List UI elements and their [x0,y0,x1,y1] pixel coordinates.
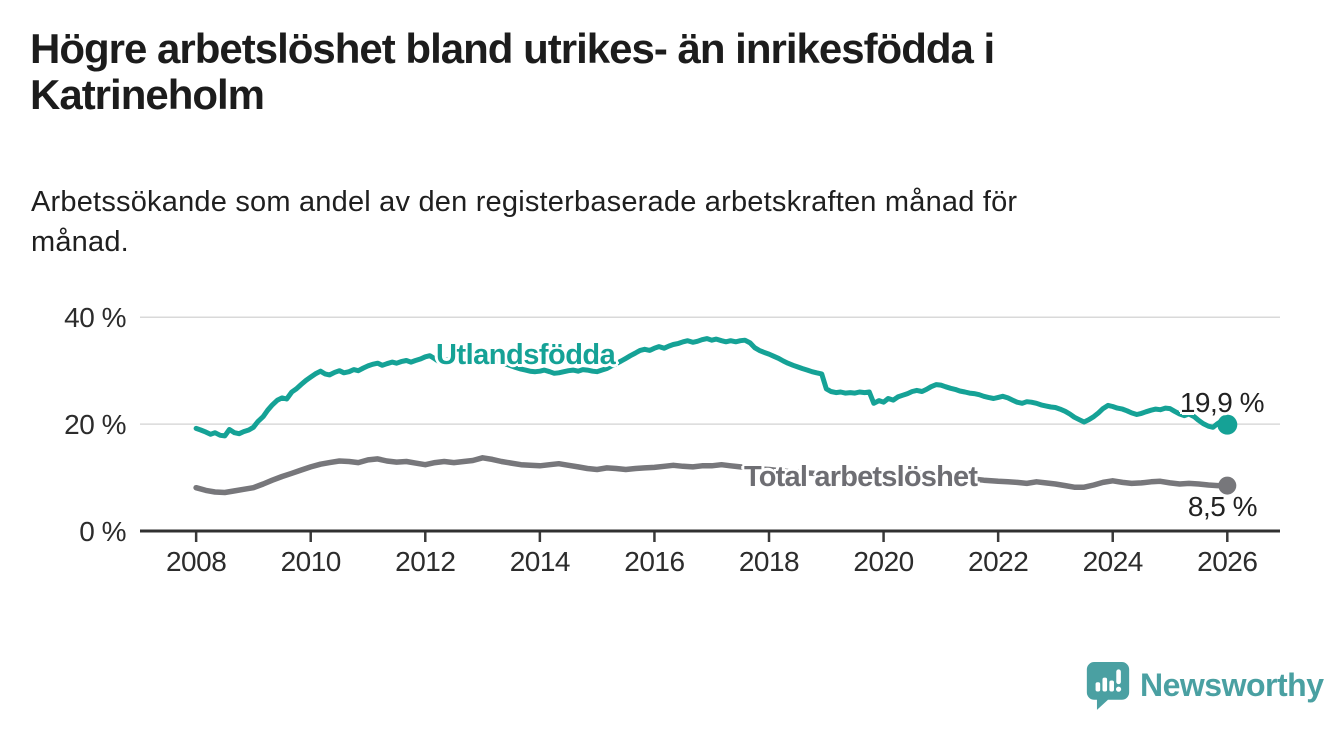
series-end-dot-0 [1217,414,1238,435]
series-label-total-arbetsloshet: Total arbetslöshet [744,461,978,493]
x-tick-label: 2026 [1197,546,1257,577]
chart-subtitle: Arbetssökande som andel av den registerb… [31,186,1018,258]
speech-bubble-shape [1086,661,1130,710]
series-end-dot-1 [1218,476,1237,495]
x-tick-label: 2016 [624,546,684,577]
exclamation-bar [1116,668,1121,684]
bar-tall [1102,677,1108,691]
x-tick-label: 2010 [281,546,341,577]
series-label-utlandsfodda: Utlandsfödda [436,339,616,371]
series-line-0 [193,336,1230,439]
end-value-total-arbetsloshet: 8,5 % [1187,491,1258,522]
newsworthy-wordmark: Newsworthy [1140,667,1324,703]
newsworthy-icon [1086,661,1130,710]
y-tick-label: 0 % [79,516,126,547]
x-tick-label: 2022 [968,546,1028,577]
x-tick-label: 2018 [739,546,799,577]
newsworthy-logo[interactable]: Newsworthy [1085,658,1324,712]
x-tick-label: 2014 [510,546,570,577]
bar-medium [1109,679,1114,691]
y-tick-label: 40 % [64,302,126,333]
exclamation-dot [1116,686,1122,692]
y-tick-label: 20 % [64,409,126,440]
x-tick-label: 2024 [1083,546,1143,577]
end-value-utlandsfodda: 19,9 % [1179,387,1265,418]
x-tick-label: 2012 [395,546,455,577]
x-tick-label: 2020 [853,546,913,577]
chart-title: Högre arbetslöshet bland utrikes- än inr… [30,25,995,118]
bar-small [1095,681,1101,691]
series-line-1 [193,455,1231,496]
x-tick-label: 2008 [166,546,226,577]
